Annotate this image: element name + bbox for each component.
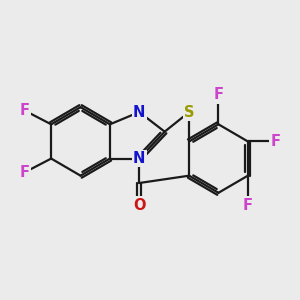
Text: F: F [20, 165, 30, 180]
Text: O: O [133, 197, 146, 212]
Text: N: N [133, 151, 145, 166]
Text: F: F [270, 134, 280, 149]
Text: F: F [214, 88, 224, 103]
Text: N: N [133, 105, 145, 120]
Text: F: F [20, 103, 30, 118]
Text: S: S [184, 105, 194, 120]
Text: F: F [243, 197, 253, 212]
